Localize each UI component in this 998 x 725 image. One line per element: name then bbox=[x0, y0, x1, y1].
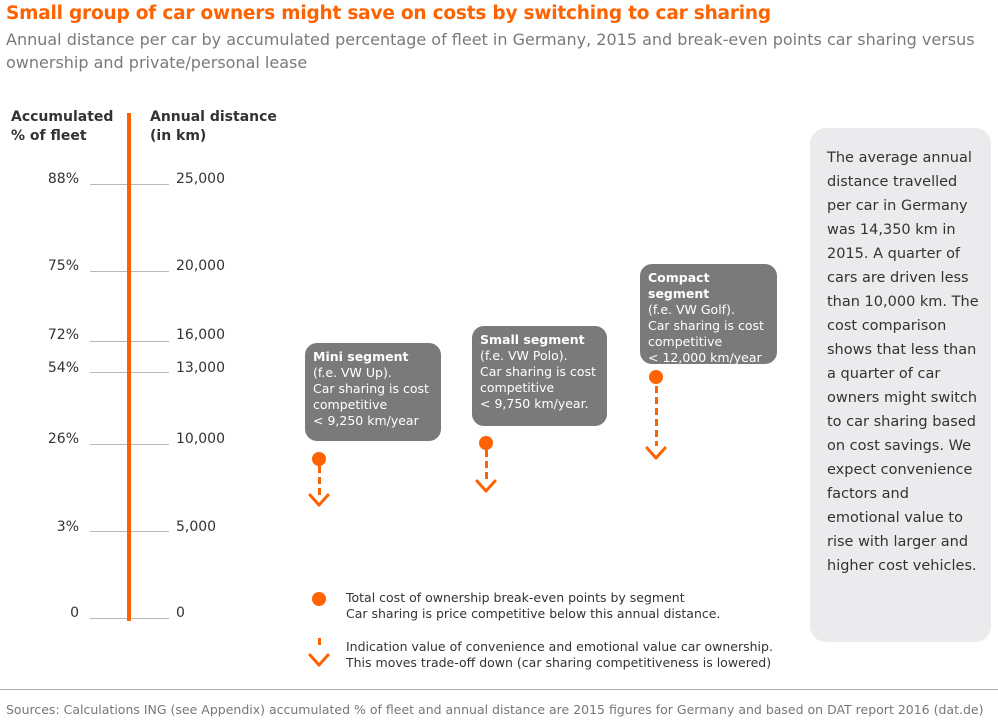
segment-line2: competitive bbox=[648, 334, 723, 349]
tick-km: 13,000 bbox=[176, 360, 225, 376]
legend-arrow-line1: Indication value of convenience and emot… bbox=[346, 639, 773, 654]
right-axis-header-line1: Annual distance bbox=[150, 109, 277, 125]
compact-segment-bubble: Compact segment (f.e. VW Golf). Car shar… bbox=[640, 264, 777, 365]
summary-note: The average annual distance travelled pe… bbox=[810, 128, 991, 642]
left-axis-header-line2: % of fleet bbox=[11, 128, 87, 144]
chart-subtitle: Annual distance per car by accumulated p… bbox=[6, 30, 975, 72]
right-axis-header-line2: (in km) bbox=[150, 128, 207, 144]
segment-title: Compact segment bbox=[648, 270, 710, 301]
segment-threshold: < 9,250 km/year bbox=[313, 413, 419, 428]
small-segment-bubble: Small segment (f.e. VW Polo). Car sharin… bbox=[472, 326, 607, 426]
tick-pct: 26% bbox=[47, 431, 79, 447]
tick-km: 20,000 bbox=[176, 258, 225, 274]
tick-km: 5,000 bbox=[176, 519, 217, 535]
mini-segment-bubble: Mini segment (f.e. VW Up). Car sharing i… bbox=[305, 343, 441, 441]
segment-title: Mini segment bbox=[313, 349, 409, 364]
chart-title: Small group of car owners might save on … bbox=[6, 3, 771, 24]
legend-dash-icon bbox=[318, 638, 321, 645]
break-even-dot-icon bbox=[479, 436, 493, 450]
segment-threshold: < 12,000 km/year bbox=[648, 350, 762, 365]
tick-km: 0 bbox=[176, 605, 185, 621]
right-axis-header: Annual distance (in km) bbox=[150, 108, 277, 146]
tick-km: 25,000 bbox=[176, 171, 225, 187]
summary-note-text: The average annual distance travelled pe… bbox=[827, 150, 979, 574]
tick-pct: 88% bbox=[47, 171, 79, 187]
legend-arrow-text: Indication value of convenience and emot… bbox=[346, 639, 773, 671]
legend-arrow-line2: This moves trade-off down (car sharing c… bbox=[346, 655, 772, 670]
break-even-dot-icon bbox=[649, 370, 663, 384]
footer-divider bbox=[0, 689, 998, 690]
break-even-dot-icon bbox=[312, 452, 326, 466]
legend-dot-line1: Total cost of ownership break-even point… bbox=[346, 590, 685, 605]
segment-example: (f.e. VW Polo). bbox=[480, 348, 568, 363]
legend-dot-icon bbox=[312, 592, 326, 606]
tick-pct: 54% bbox=[47, 360, 79, 376]
legend-arrow-down-icon bbox=[308, 653, 330, 667]
tick-km: 16,000 bbox=[176, 327, 225, 343]
tick-km: 10,000 bbox=[176, 431, 225, 447]
distance-axis-line bbox=[127, 113, 131, 621]
segment-example: (f.e. VW Golf). bbox=[648, 302, 735, 317]
arrow-down-icon bbox=[475, 479, 497, 493]
segment-title: Small segment bbox=[480, 332, 585, 347]
segment-example: (f.e. VW Up). bbox=[313, 365, 392, 380]
segment-line2: competitive bbox=[313, 397, 388, 412]
tick-pct: 72% bbox=[47, 327, 79, 343]
segment-line2: competitive bbox=[480, 380, 555, 395]
legend-dot-line2: Car sharing is price competitive below t… bbox=[346, 606, 721, 621]
dashed-arrow-line bbox=[485, 450, 488, 480]
source-note: Sources: Calculations ING (see Appendix)… bbox=[6, 702, 984, 717]
arrow-down-icon bbox=[645, 446, 667, 460]
segment-line1: Car sharing is cost bbox=[480, 364, 596, 379]
tick-pct: 0 bbox=[70, 605, 79, 621]
legend-dot-text: Total cost of ownership break-even point… bbox=[346, 590, 720, 622]
segment-threshold: < 9,750 km/year. bbox=[480, 396, 589, 411]
segment-line1: Car sharing is cost bbox=[648, 318, 764, 333]
tick-pct: 3% bbox=[56, 519, 79, 535]
segment-line1: Car sharing is cost bbox=[313, 381, 429, 396]
left-axis-header: Accumulated % of fleet bbox=[11, 108, 113, 146]
dashed-arrow-line bbox=[318, 466, 321, 496]
arrow-down-icon bbox=[308, 493, 330, 507]
dashed-arrow-line bbox=[655, 386, 658, 446]
tick-pct: 75% bbox=[47, 258, 79, 274]
left-axis-header-line1: Accumulated bbox=[11, 109, 114, 125]
